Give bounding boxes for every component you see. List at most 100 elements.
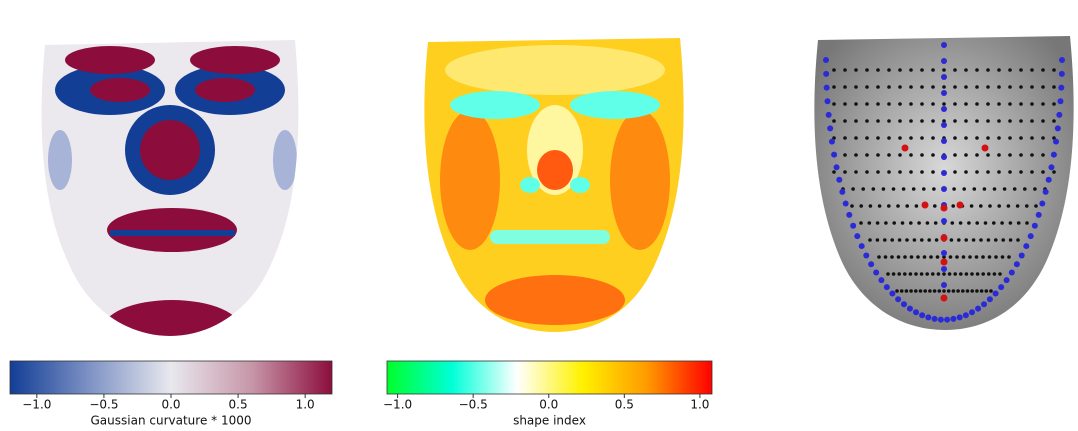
dot (1033, 187, 1037, 191)
dot (941, 282, 947, 288)
dot (1028, 233, 1034, 239)
dot (941, 235, 948, 242)
dot (1014, 261, 1020, 267)
dot (953, 119, 957, 123)
dot (941, 154, 947, 160)
dot (938, 289, 942, 293)
dot (1041, 153, 1045, 157)
tick-label: −0.5 (459, 398, 488, 412)
dot (1008, 136, 1012, 140)
dot (859, 221, 863, 225)
dot (994, 255, 998, 259)
dot (846, 212, 852, 218)
dot (970, 289, 974, 293)
dot (854, 68, 858, 72)
dot (920, 272, 924, 276)
dot (854, 170, 858, 174)
dot (988, 255, 992, 259)
dot (1008, 68, 1012, 72)
dot (923, 255, 927, 259)
dot (902, 187, 906, 191)
dot (941, 250, 947, 256)
dot (986, 102, 990, 106)
dot (1039, 201, 1045, 207)
dot (968, 255, 972, 259)
dot (975, 306, 981, 312)
dot (957, 238, 961, 242)
dot (1008, 119, 1012, 123)
dot (832, 102, 836, 106)
dot (909, 170, 913, 174)
dot (909, 85, 913, 89)
dot (997, 170, 1001, 174)
dot (914, 289, 918, 293)
tick-label: 0.5 (229, 398, 248, 412)
dot (969, 309, 975, 315)
dot (962, 187, 966, 191)
dot (872, 187, 876, 191)
dot (1019, 252, 1025, 258)
tick-label: −1.0 (383, 398, 412, 412)
dot (832, 170, 836, 174)
dot (931, 119, 935, 123)
dot (941, 259, 948, 266)
dot (898, 170, 902, 174)
dot (975, 136, 979, 140)
curvature-face (30, 30, 310, 360)
dot (876, 85, 880, 89)
dot (876, 153, 880, 157)
dot (883, 238, 887, 242)
dot (878, 277, 884, 283)
dot (909, 153, 913, 157)
dot (981, 301, 987, 307)
dot (964, 68, 968, 72)
dot (843, 68, 847, 72)
dot (887, 119, 891, 123)
dot (979, 238, 983, 242)
dot (1056, 112, 1062, 118)
dot (1030, 136, 1034, 140)
dot (997, 119, 1001, 123)
dot (941, 186, 947, 192)
dot (851, 187, 855, 191)
dot (1041, 170, 1045, 174)
dot (941, 58, 947, 64)
dot (826, 112, 832, 118)
dot (975, 170, 979, 174)
dot (1030, 85, 1034, 89)
dot (926, 221, 930, 225)
dot (832, 119, 836, 123)
dot (975, 68, 979, 72)
dot (843, 201, 849, 207)
dot (1057, 98, 1063, 104)
dot (901, 221, 905, 225)
dot (986, 68, 990, 72)
dot (1055, 125, 1061, 131)
dot (854, 102, 858, 106)
dot (970, 204, 974, 208)
dot (1007, 255, 1011, 259)
dot (951, 204, 955, 208)
dot (1051, 152, 1057, 158)
colorbar-label: shape index (513, 414, 586, 428)
dot (966, 289, 970, 293)
dot (987, 238, 991, 242)
dot (902, 145, 909, 152)
dot (909, 68, 913, 72)
dot (905, 238, 909, 242)
dot (975, 153, 979, 157)
dot (854, 233, 860, 239)
dot (854, 136, 858, 140)
dot (843, 85, 847, 89)
dot (1019, 68, 1023, 72)
dot (832, 85, 836, 89)
dot (863, 252, 869, 258)
dot (973, 187, 977, 191)
dot (865, 153, 869, 157)
dot (1001, 238, 1005, 242)
dot (1036, 212, 1042, 218)
dot (992, 221, 996, 225)
dot (964, 238, 968, 242)
dot (897, 255, 901, 259)
dot (920, 85, 924, 89)
